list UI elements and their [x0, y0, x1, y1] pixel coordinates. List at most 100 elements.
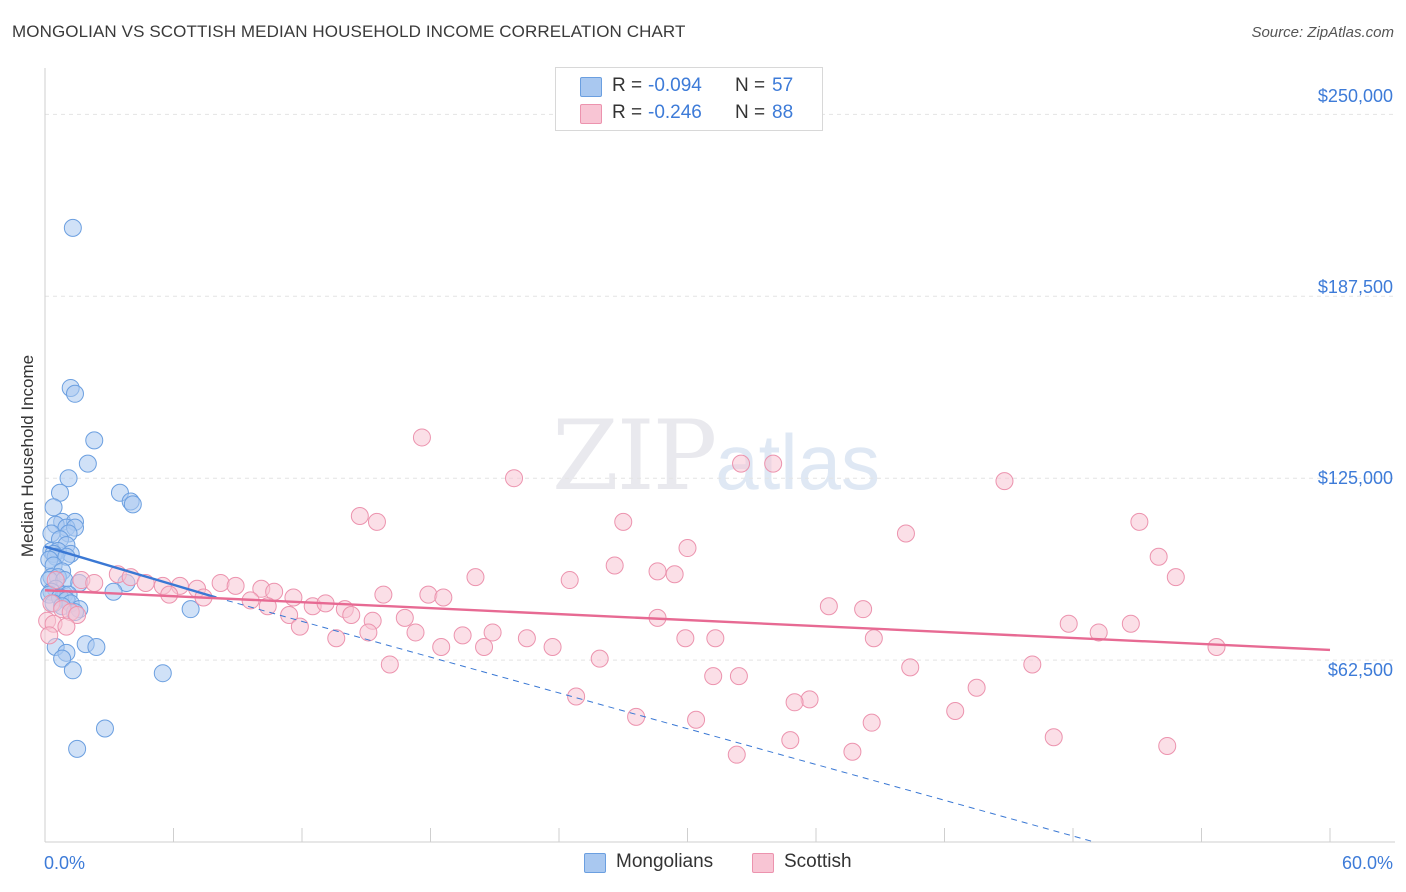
point-mongolians: [53, 649, 72, 668]
r-value: -0.094: [648, 75, 702, 96]
y-tick-label-187500: $187,500: [1317, 277, 1393, 297]
point-scottish: [85, 573, 104, 592]
point-scottish: [1121, 614, 1140, 633]
watermark-zip: ZIP: [552, 400, 717, 512]
correlation-stats-box: R = -0.094 N = 57 R = -0.246 N = 88: [555, 67, 823, 131]
trendline-mongolians: [44, 545, 217, 599]
point-scottish: [1158, 736, 1177, 755]
point-scottish: [1149, 547, 1168, 566]
point-mongolians: [123, 495, 142, 514]
point-mongolians: [65, 384, 84, 403]
point-scottish: [785, 693, 804, 712]
point-scottish: [729, 667, 748, 686]
point-scottish: [704, 667, 723, 686]
point-scottish: [687, 710, 706, 729]
point-scottish: [843, 742, 862, 761]
watermark: ZIPatlas: [552, 400, 880, 512]
point-scottish: [800, 690, 819, 709]
legend-label-mongolians: Mongolians: [616, 851, 714, 872]
point-scottish: [1166, 568, 1185, 587]
point-scottish: [367, 512, 386, 531]
point-scottish: [946, 702, 965, 721]
point-scottish: [57, 617, 76, 636]
n-value: 88: [772, 102, 794, 123]
point-scottish: [732, 454, 751, 473]
point-scottish: [226, 576, 245, 595]
point-scottish: [412, 428, 431, 447]
point-mongolians: [63, 218, 82, 237]
point-scottish: [419, 585, 438, 604]
point-mongolians: [59, 469, 78, 488]
trendline-scottish: [44, 589, 1331, 652]
point-scottish: [342, 605, 361, 624]
point-mongolians: [44, 498, 63, 517]
y-tick-label-250000: $250,000: [1317, 86, 1393, 106]
point-scottish: [46, 571, 65, 590]
source-label: Source: ZipAtlas.com: [1251, 24, 1394, 41]
point-scottish: [995, 472, 1014, 491]
chart-title: MONGOLIAN VS SCOTTISH MEDIAN HOUSEHOLD I…: [12, 22, 686, 41]
point-scottish: [967, 678, 986, 697]
legend-label-scottish: Scottish: [784, 851, 852, 872]
point-mongolians: [95, 719, 114, 738]
point-mongolians: [87, 637, 106, 656]
n-label: N =: [735, 75, 766, 96]
mongolians-swatch: [580, 77, 602, 97]
point-scottish: [432, 637, 451, 656]
x-tick-label-max: 60.0%: [1341, 853, 1393, 873]
point-scottish: [901, 658, 920, 677]
point-scottish: [359, 623, 378, 642]
point-mongolians: [78, 454, 97, 473]
trendline-mongolians-extension: [216, 597, 1095, 843]
point-scottish: [517, 629, 536, 648]
point-scottish: [1044, 728, 1063, 747]
point-scottish: [676, 629, 695, 648]
y-tick-label-125000: $125,000: [1317, 468, 1393, 488]
point-scottish: [211, 573, 230, 592]
point-scottish: [560, 571, 579, 590]
point-scottish: [1089, 623, 1108, 642]
r-value: -0.246: [648, 102, 702, 123]
r-label: R =: [612, 102, 643, 123]
point-scottish: [68, 605, 87, 624]
point-scottish: [543, 637, 562, 656]
point-scottish: [605, 556, 624, 575]
legend-swatch-mongolians: [584, 853, 606, 873]
point-scottish: [350, 507, 369, 526]
point-scottish: [819, 597, 838, 616]
point-scottish: [40, 626, 59, 645]
point-scottish: [781, 731, 800, 750]
point-scottish: [614, 512, 633, 531]
point-scottish: [380, 655, 399, 674]
y-tick-label-62500: $62,500: [1327, 660, 1393, 680]
point-scottish: [648, 562, 667, 581]
legend-swatch-scottish: [752, 853, 774, 873]
point-scottish: [764, 454, 783, 473]
point-scottish: [1130, 512, 1149, 531]
point-scottish: [862, 713, 881, 732]
n-value: 57: [772, 75, 794, 96]
point-scottish: [727, 745, 746, 764]
point-scottish: [896, 524, 915, 543]
point-scottish: [678, 539, 697, 558]
point-scottish: [466, 568, 485, 587]
point-mongolians: [68, 739, 87, 758]
point-scottish: [627, 707, 646, 726]
point-scottish: [406, 623, 425, 642]
point-mongolians: [85, 431, 104, 450]
point-mongolians: [153, 664, 172, 683]
point-scottish: [374, 585, 393, 604]
point-scottish: [665, 565, 684, 584]
scottish-swatch: [580, 104, 602, 124]
point-scottish: [483, 623, 502, 642]
point-mongolians: [181, 600, 200, 619]
point-scottish: [1207, 637, 1226, 656]
point-scottish: [505, 469, 524, 488]
point-scottish: [590, 649, 609, 668]
point-scottish: [290, 617, 309, 636]
x-tick-label-min: 0.0%: [44, 853, 86, 873]
point-scottish: [1023, 655, 1042, 674]
r-label: R =: [612, 75, 643, 96]
y-axis-label: Median Household Income: [18, 354, 37, 558]
